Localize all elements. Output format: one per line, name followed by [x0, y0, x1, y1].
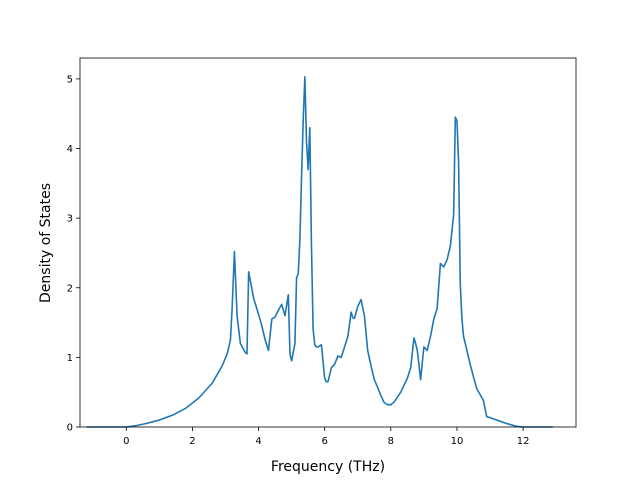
plot-area — [79, 57, 577, 428]
x-tick-label: 12 — [517, 436, 530, 447]
y-axis-label: Density of States — [38, 183, 54, 303]
x-tick-label: 6 — [322, 436, 328, 447]
y-tick-label: 4 — [67, 144, 73, 155]
y-tick-label: 2 — [67, 283, 73, 294]
y-tick-label: 5 — [67, 74, 73, 85]
y-tick-label: 3 — [67, 214, 73, 225]
x-tick-label: 2 — [189, 436, 195, 447]
y-tick-label: 0 — [67, 423, 73, 434]
x-tick-label: 0 — [123, 436, 129, 447]
x-axis-label: Frequency (THz) — [271, 459, 385, 475]
axes-frame — [79, 57, 577, 428]
dos-line-0 — [86, 76, 553, 428]
y-tick-label: 1 — [67, 353, 73, 364]
x-tick-label: 8 — [388, 436, 394, 447]
x-tick-label: 10 — [451, 436, 464, 447]
x-tick-label: 4 — [255, 436, 261, 447]
